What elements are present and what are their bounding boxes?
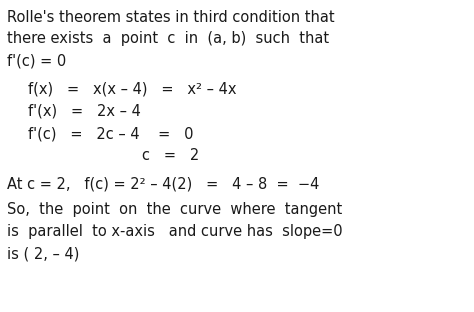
Text: At c = 2,   f(c) = 2² – 4(2)   =   4 – 8  =  −4: At c = 2, f(c) = 2² – 4(2) = 4 – 8 = −4 xyxy=(7,177,319,192)
Text: f'(x)   =   2x – 4: f'(x) = 2x – 4 xyxy=(28,104,141,119)
Text: Rolle's theorem states in third condition that: Rolle's theorem states in third conditio… xyxy=(7,10,335,25)
Text: f'(c)   =   2c – 4    =   0: f'(c) = 2c – 4 = 0 xyxy=(28,126,194,141)
Text: there exists  a  point  c  in  (a, b)  such  that: there exists a point c in (a, b) such th… xyxy=(7,32,329,46)
Text: is ( 2, – 4): is ( 2, – 4) xyxy=(7,247,80,262)
Text: c   =   2: c = 2 xyxy=(142,148,200,163)
Text: is  parallel  to x-axis   and curve has  slope=0: is parallel to x-axis and curve has slop… xyxy=(7,224,343,239)
Text: So,  the  point  on  the  curve  where  tangent: So, the point on the curve where tangent xyxy=(7,202,342,217)
Text: f'(c) = 0: f'(c) = 0 xyxy=(7,53,66,68)
Text: f(x)   =   x(x – 4)   =   x² – 4x: f(x) = x(x – 4) = x² – 4x xyxy=(28,81,237,96)
